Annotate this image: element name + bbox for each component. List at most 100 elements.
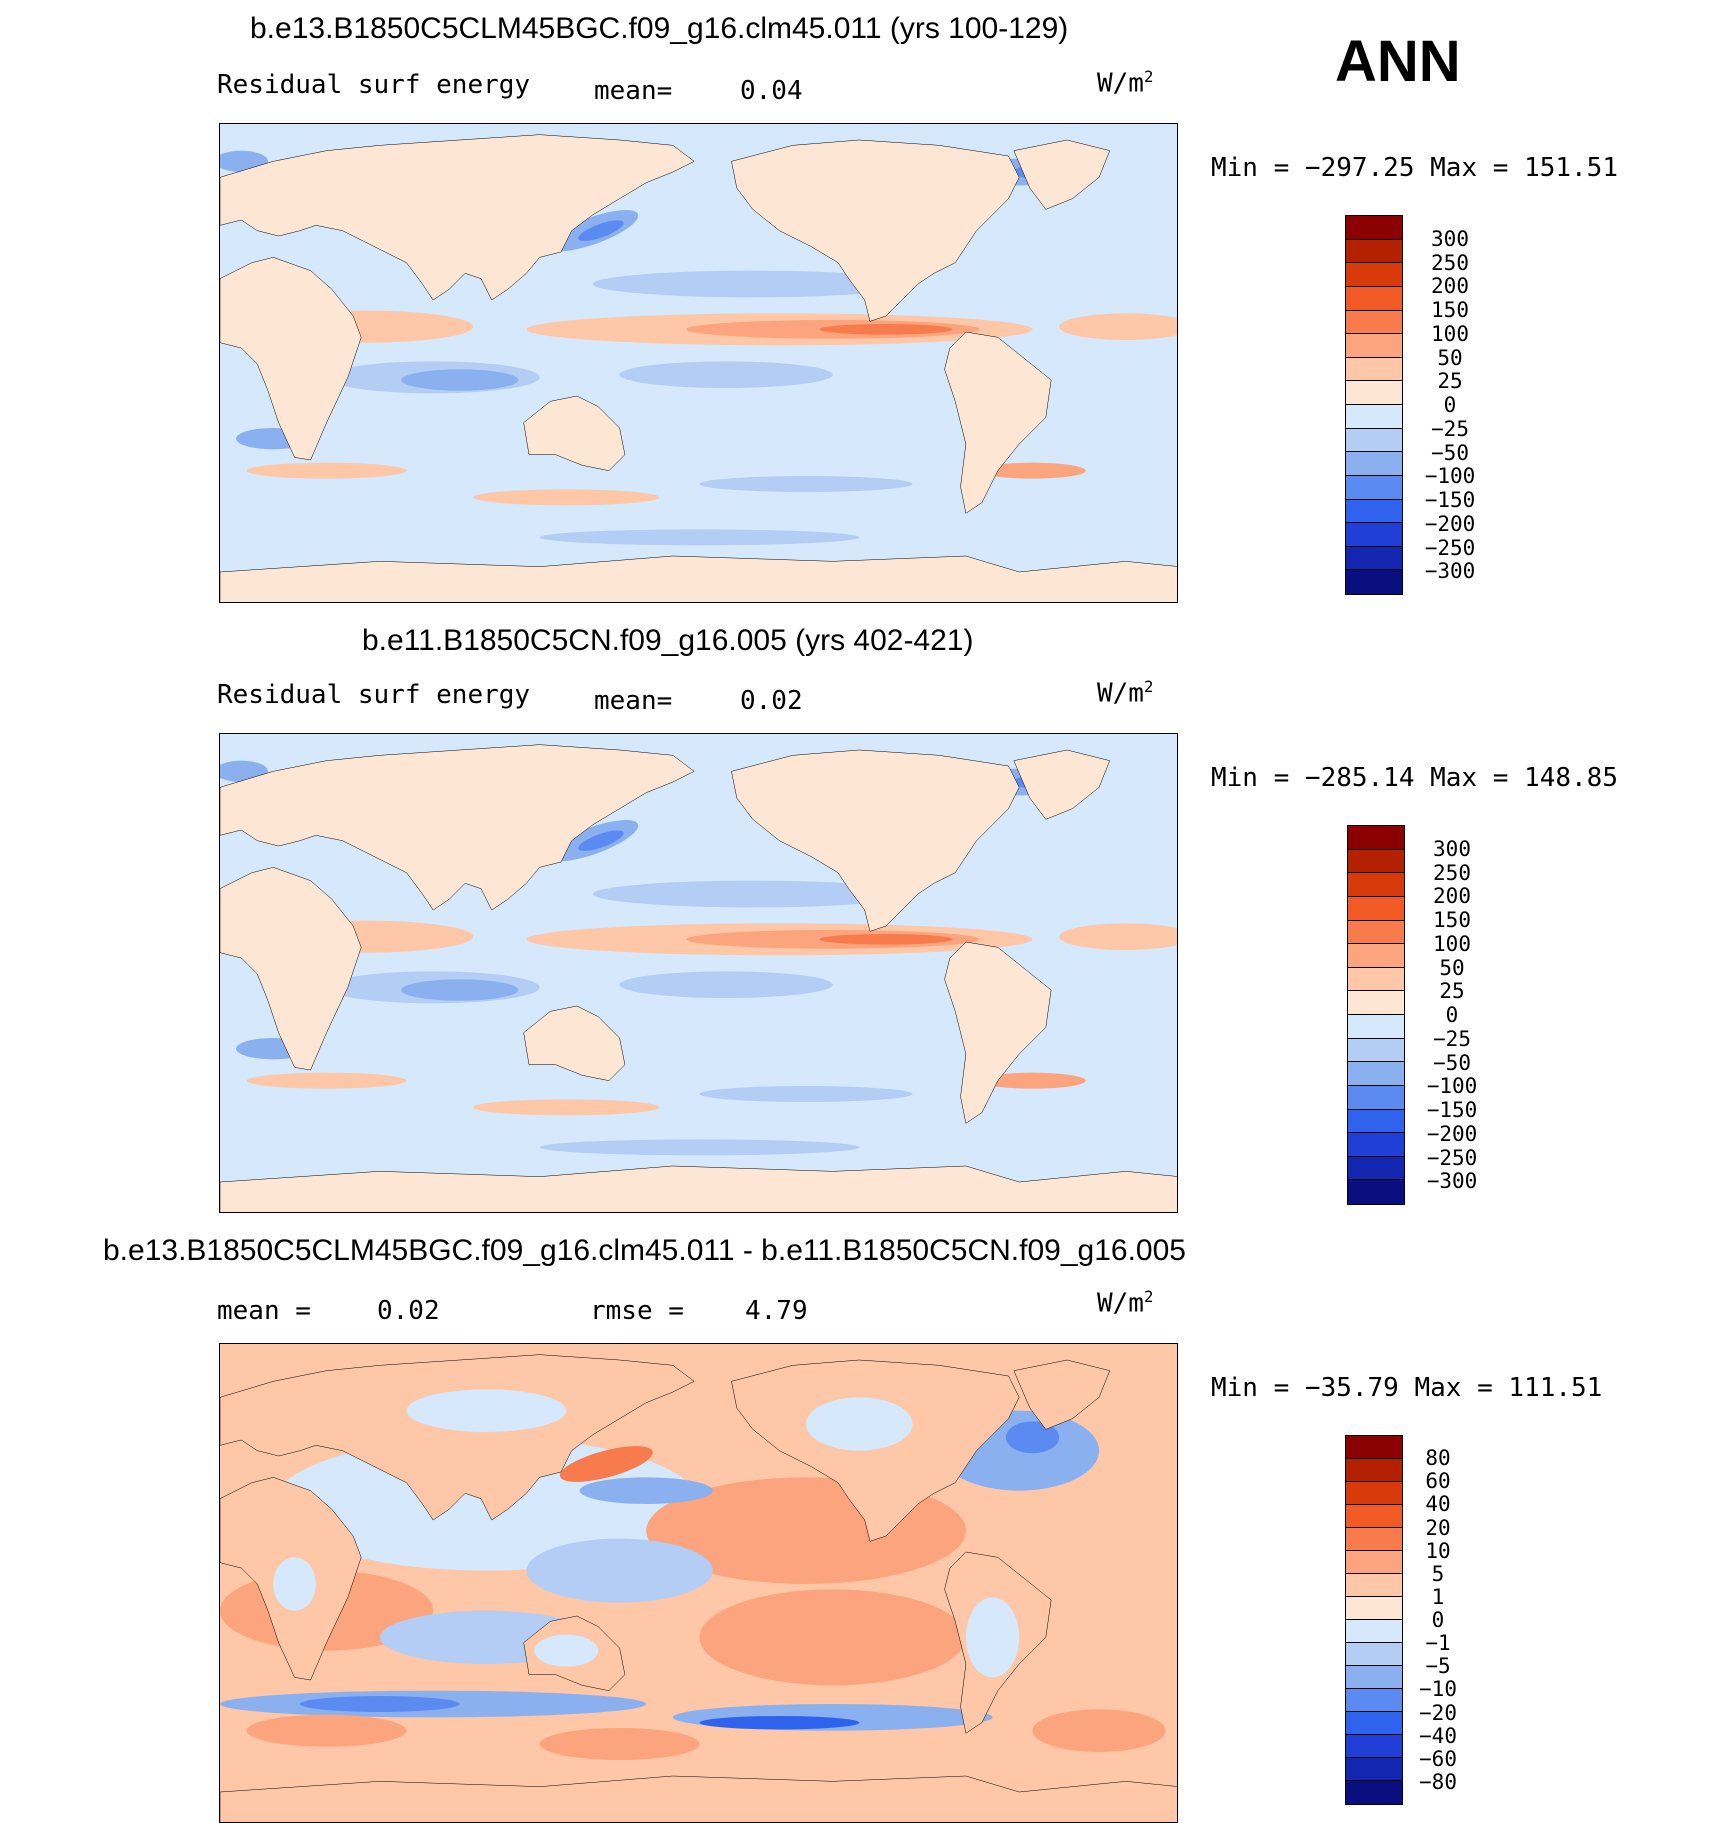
colorbar-swatch: [1346, 1689, 1402, 1712]
panel-1-units: W/m2: [1097, 68, 1153, 99]
colorbar-tick-label: 80: [1425, 1446, 1451, 1471]
colorbar-tick-label: 0: [1445, 1003, 1459, 1027]
panel-3-colorbar-labels: 80 60 40 20 10 5 1 0 −1 −5 −10 −20 −40 −60 −80: [1403, 1435, 1473, 1805]
panel-3-minmax: Min = −35.79 Max = 111.51: [1211, 1373, 1603, 1403]
colorbar-tick-label: 100: [1431, 321, 1469, 346]
colorbar-swatch: [1348, 944, 1404, 968]
panel-3-units-text: W/m: [1097, 1288, 1144, 1319]
colorbar-swatch: [1346, 546, 1402, 571]
colorbar-swatch: [1346, 452, 1402, 476]
colorbar-tick-label: −150: [1426, 1098, 1478, 1122]
colorbar-swatch: [1346, 428, 1402, 453]
colorbar-swatch: [1346, 357, 1402, 382]
colorbar-tick-label: 0: [1431, 1608, 1445, 1632]
colorbar-tick-label: −25: [1433, 1026, 1471, 1051]
colorbar-tick-label: −40: [1419, 1723, 1457, 1748]
panel-2-units-text: W/m: [1097, 678, 1144, 709]
colorbar-swatch: [1348, 826, 1404, 850]
colorbar-swatch: [1348, 1109, 1404, 1134]
colorbar-tick-label: −80: [1419, 1769, 1457, 1794]
panel-1-mean-label: mean=: [594, 76, 673, 106]
colorbar-tick-label: −25: [1431, 416, 1469, 441]
colorbar-swatch: [1346, 1528, 1402, 1551]
colorbar-tick-label: −50: [1433, 1050, 1471, 1075]
colorbar-swatch: [1346, 263, 1402, 287]
panel-1-variable-label: Residual surf energy: [217, 70, 531, 100]
panel-1-colorbar: [1345, 215, 1403, 595]
colorbar-swatch: [1346, 310, 1402, 335]
colorbar-tick-label: 5: [1431, 1561, 1445, 1586]
colorbar-tick-label: 10: [1425, 1538, 1451, 1563]
colorbar-tick-label: 300: [1431, 226, 1469, 251]
colorbar-swatch: [1346, 1482, 1402, 1505]
colorbar-tick-label: 300: [1433, 836, 1471, 861]
colorbar-swatch: [1346, 1436, 1402, 1459]
panel-1-mean-value: 0.04: [740, 76, 803, 106]
panel-2-colorbar: [1347, 825, 1405, 1205]
colorbar-swatch: [1346, 216, 1402, 240]
colorbar-tick-label: 20: [1425, 1515, 1451, 1540]
colorbar-tick-label: −1: [1425, 1631, 1451, 1656]
colorbar-tick-label: 50: [1437, 345, 1463, 370]
panel-2-minmax: Min = −285.14 Max = 148.85: [1211, 763, 1618, 793]
colorbar-swatch: [1346, 1758, 1402, 1781]
colorbar-tick-label: −250: [1424, 535, 1476, 560]
colorbar-swatch: [1346, 1643, 1402, 1666]
colorbar-swatch: [1346, 1459, 1402, 1482]
colorbar-tick-label: −20: [1419, 1700, 1457, 1725]
colorbar-tick-label: 50: [1439, 955, 1465, 980]
colorbar-tick-label: 250: [1433, 860, 1471, 885]
colorbar-tick-label: −10: [1419, 1677, 1457, 1702]
colorbar-tick-label: −300: [1426, 1169, 1478, 1194]
colorbar-swatch: [1348, 1180, 1404, 1204]
panel-1-units-text: W/m: [1097, 68, 1144, 99]
panel-1-colorbar-labels: 300 250 200 150 100 50 25 0 −25 −50 −100 −150 −200 −2…: [1415, 215, 1485, 595]
colorbar-swatch: [1348, 1085, 1404, 1110]
colorbar-swatch: [1346, 1505, 1402, 1528]
colorbar-swatch: [1346, 405, 1402, 429]
colorbar-tick-label: −100: [1426, 1074, 1478, 1099]
colorbar-swatch: [1346, 334, 1402, 358]
colorbar-tick-label: 150: [1433, 908, 1471, 932]
colorbar-swatch: [1346, 381, 1402, 405]
colorbar-swatch: [1346, 239, 1402, 264]
colorbar-swatch: [1346, 1666, 1402, 1689]
colorbar-tick-label: −5: [1425, 1654, 1451, 1679]
colorbar-tick-label: 1: [1431, 1584, 1445, 1609]
colorbar-tick-label: 40: [1425, 1492, 1451, 1517]
colorbar-swatch: [1348, 1133, 1404, 1157]
colorbar-tick-label: −150: [1424, 488, 1476, 512]
colorbar-tick-label: 250: [1431, 250, 1469, 275]
panel-3-mean-label: mean =: [217, 1296, 311, 1326]
colorbar-tick-label: 100: [1433, 931, 1471, 956]
panel-2-map: [219, 733, 1178, 1213]
colorbar-swatch: [1346, 523, 1402, 547]
colorbar-tick-label: 150: [1431, 298, 1469, 322]
panel-2-units-sup: 2: [1143, 678, 1154, 696]
colorbar-swatch: [1346, 1551, 1402, 1574]
colorbar-tick-label: 60: [1425, 1469, 1451, 1494]
panel-1-title: b.e13.B1850C5CLM45BGC.f09_g16.clm45.011 …: [250, 12, 1069, 45]
panel-2-colorbar-labels: 300 250 200 150 100 50 25 0 −25 −50 −100 −150 −200 −2…: [1417, 825, 1487, 1205]
colorbar-tick-label: −100: [1424, 464, 1476, 489]
panel-3-colorbar: [1345, 1435, 1403, 1805]
colorbar-swatch: [1346, 1712, 1402, 1735]
colorbar-swatch: [1346, 499, 1402, 524]
panel-3-rmse-label: rmse =: [590, 1296, 684, 1326]
panel-2-units: W/m2: [1097, 678, 1153, 709]
colorbar-swatch: [1348, 849, 1404, 874]
colorbar-swatch: [1348, 896, 1404, 921]
colorbar-tick-label: 200: [1431, 274, 1469, 299]
panel-2-variable-label: Residual surf energy: [217, 680, 531, 710]
colorbar-tick-label: −300: [1424, 559, 1476, 584]
panel-2-mean-value: 0.02: [740, 686, 803, 716]
panel-3-mean-value: 0.02: [377, 1296, 440, 1326]
season-label: ANN: [1335, 29, 1461, 94]
panel-3-units-sup: 2: [1143, 1288, 1154, 1306]
colorbar-swatch: [1348, 920, 1404, 945]
colorbar-swatch: [1348, 1038, 1404, 1063]
colorbar-swatch: [1346, 1620, 1402, 1643]
panel-3-title: b.e13.B1850C5CLM45BGC.f09_g16.clm45.011 …: [103, 1234, 1186, 1267]
colorbar-swatch: [1346, 570, 1402, 594]
colorbar-tick-label: 0: [1443, 393, 1457, 417]
